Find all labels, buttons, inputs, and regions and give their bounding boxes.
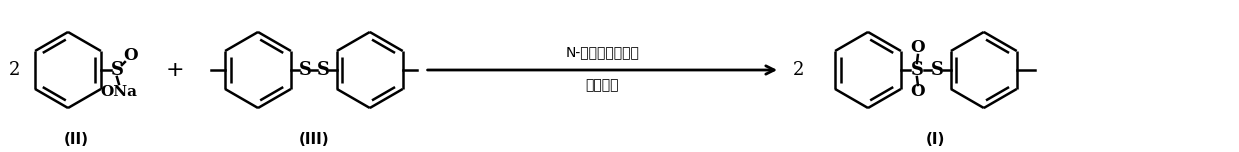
Text: S: S bbox=[930, 61, 943, 79]
Text: O: O bbox=[124, 47, 139, 64]
Text: 2: 2 bbox=[792, 61, 804, 79]
Text: 2: 2 bbox=[9, 61, 20, 79]
Text: O: O bbox=[911, 83, 926, 100]
Text: S: S bbox=[316, 61, 330, 79]
Text: (III): (III) bbox=[299, 133, 330, 147]
Text: (II): (II) bbox=[63, 133, 88, 147]
Text: S: S bbox=[110, 61, 124, 79]
Text: ONa: ONa bbox=[100, 85, 138, 99]
Text: (I): (I) bbox=[927, 133, 945, 147]
Text: +: + bbox=[166, 60, 185, 80]
Text: N-卤代丁二酰亚胺: N-卤代丁二酰亚胺 bbox=[565, 45, 639, 59]
Text: S: S bbox=[299, 61, 311, 79]
Text: S: S bbox=[911, 61, 923, 79]
Text: 有机溶剂: 有机溶剂 bbox=[586, 78, 620, 92]
Text: O: O bbox=[911, 40, 926, 57]
